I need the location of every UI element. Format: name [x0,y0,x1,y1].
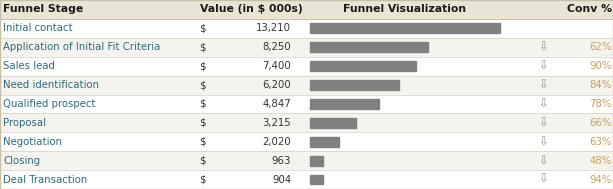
Bar [0,0,613,19]
Text: Value (in $ 000s): Value (in $ 000s) [200,5,303,14]
Text: $: $ [199,80,206,90]
Text: 90%: 90% [589,61,612,71]
Bar [310,23,500,33]
Bar [310,42,428,52]
Text: 63%: 63% [589,137,612,147]
Text: Application of Initial Fit Criteria: Application of Initial Fit Criteria [3,42,161,52]
Text: 94%: 94% [589,175,612,184]
Bar [310,137,338,147]
Text: ⇩: ⇩ [538,173,547,186]
Text: ⇩: ⇩ [538,60,547,73]
Text: $: $ [199,156,206,166]
Text: $: $ [199,175,206,184]
Text: Funnel Stage: Funnel Stage [3,5,83,14]
Bar [0,113,613,132]
Text: Negotiation: Negotiation [3,137,62,147]
Text: 7,400: 7,400 [262,61,291,71]
Bar [0,170,613,189]
Bar [310,80,398,90]
Bar [310,61,416,71]
Text: 3,215: 3,215 [262,118,291,128]
Bar [0,132,613,151]
Text: 6,200: 6,200 [262,80,291,90]
Bar [0,94,613,113]
Text: Need identification: Need identification [3,80,99,90]
Text: Funnel Visualization: Funnel Visualization [343,5,466,14]
Bar [310,99,379,109]
Text: 2,020: 2,020 [262,137,291,147]
Text: 4,847: 4,847 [262,99,291,109]
Text: 904: 904 [272,175,291,184]
Bar [310,175,322,184]
Text: 84%: 84% [590,80,612,90]
Text: $: $ [199,42,206,52]
Text: 8,250: 8,250 [262,42,291,52]
Text: 48%: 48% [590,156,612,166]
Bar [0,151,613,170]
Text: Sales lead: Sales lead [3,61,55,71]
Text: 78%: 78% [589,99,612,109]
Text: $: $ [199,137,206,147]
Text: ⇩: ⇩ [538,79,547,91]
Text: ⇩: ⇩ [538,135,547,148]
Text: Proposal: Proposal [3,118,46,128]
Text: 963: 963 [272,156,291,166]
Text: ⇩: ⇩ [538,41,547,54]
Text: Initial contact: Initial contact [3,23,73,33]
Text: $: $ [199,99,206,109]
Bar [0,57,613,76]
Text: 62%: 62% [589,42,612,52]
Text: 66%: 66% [589,118,612,128]
Bar [310,156,324,166]
Text: Qualified prospect: Qualified prospect [3,99,96,109]
Text: ⇩: ⇩ [538,116,547,129]
Text: $: $ [199,61,206,71]
Bar [0,19,613,38]
Bar [0,38,613,57]
Text: Deal Transaction: Deal Transaction [3,175,87,184]
Text: Closing: Closing [3,156,40,166]
Text: 13,210: 13,210 [256,23,291,33]
Text: $: $ [199,118,206,128]
Text: Conv %: Conv % [566,5,612,14]
Bar [0,76,613,94]
Text: ⇩: ⇩ [538,98,547,110]
Text: $: $ [199,23,206,33]
Bar [310,118,356,128]
Text: ⇩: ⇩ [538,154,547,167]
